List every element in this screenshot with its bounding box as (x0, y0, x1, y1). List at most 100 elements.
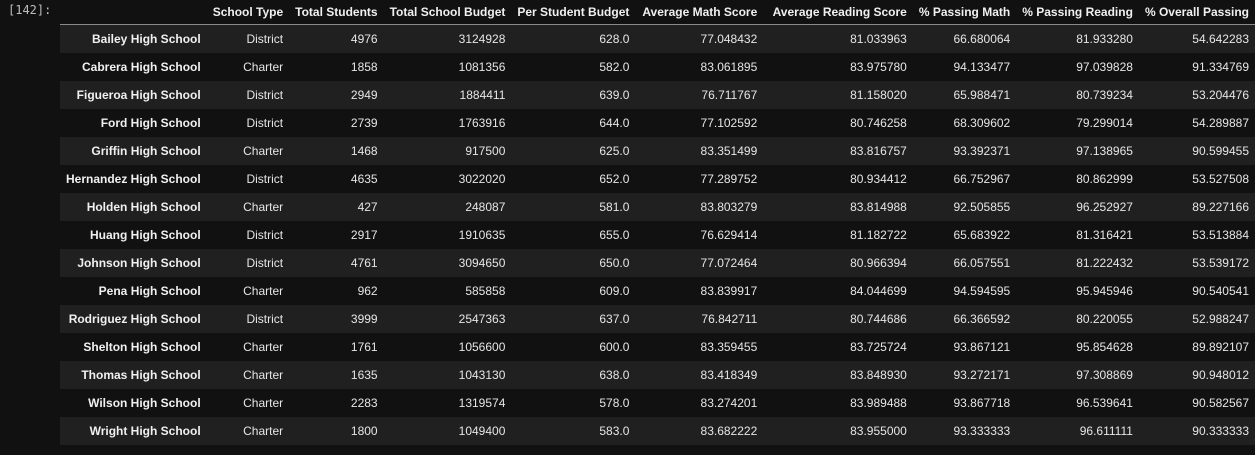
percent-passing-math-cell: 93.333333 (953, 424, 1011, 438)
percent-passing-math-cell: 66.366592 (953, 312, 1011, 326)
average-math-score-cell: 76.842711 (701, 312, 758, 326)
percent-passing-math-cell: 66.680064 (953, 32, 1011, 46)
header-row: School Type Total Students Total School Bu… (60, 0, 1255, 25)
average-math-score-cell: 76.629414 (700, 228, 758, 242)
school-type-cell: District (246, 116, 284, 130)
percent-passing-math-cell: 66.057551 (953, 256, 1011, 270)
total-students-cell: 1761 (350, 340, 378, 354)
total-school-budget-cell: 3124928 (458, 32, 506, 46)
average-math-score-cell: 83.682222 (700, 424, 758, 438)
school-name-index: Hernandez High School (66, 172, 201, 186)
table-row: Bailey High School District 4976 3124928 628… (60, 24, 1255, 53)
percent-passing-reading-cell: 97.308869 (1076, 368, 1133, 382)
average-reading-score-cell: 83.814988 (850, 200, 907, 214)
school-type-cell: District (246, 228, 284, 242)
percent-passing-reading-cell: 97.039828 (1076, 60, 1133, 74)
percent-overall-passing-cell: 90.948012 (1192, 368, 1249, 382)
per-student-budget-cell: 625.0 (599, 144, 630, 158)
per-student-budget-cell: 628.0 (599, 32, 630, 46)
percent-overall-passing-cell: 53.527508 (1192, 172, 1249, 186)
table-row: Figueroa High School District 2949 1884411 6… (60, 81, 1255, 109)
total-students-cell: 1635 (350, 368, 378, 382)
school-type-cell: District (246, 32, 284, 46)
average-math-score-cell: 83.061895 (700, 60, 758, 74)
percent-overall-passing-cell: 90.540541 (1192, 284, 1249, 298)
total-school-budget-cell: 3022020 (458, 172, 506, 186)
total-students-cell: 1800 (350, 424, 378, 438)
school-type-cell: Charter (243, 424, 284, 438)
total-students-cell: 4635 (350, 172, 378, 186)
table-row: Cabrera High School Charter 1858 1081356 582… (60, 53, 1255, 81)
dataframe-output: School Type Total Students Total School Bu… (60, 0, 1255, 445)
total-school-budget-cell: 1081356 (458, 60, 506, 74)
total-school-budget-cell: 3094650 (458, 256, 506, 270)
school-type-cell: Charter (243, 200, 284, 214)
school-type-header: School Type (206, 0, 290, 25)
total-students-cell: 962 (357, 284, 378, 298)
per-student-budget-header: Per Student Budget (511, 0, 636, 25)
average-math-score-cell: 77.048432 (700, 32, 758, 46)
table-row: Johnson High School District 4761 3094650 65… (60, 249, 1255, 277)
table-body: Bailey High School District 4976 3124928 628… (60, 24, 1255, 445)
school-name-index: Figueroa High School (76, 88, 201, 102)
total-students-cell: 427 (357, 200, 378, 214)
average-reading-score-cell: 83.816757 (850, 144, 907, 158)
total-students-cell: 3999 (350, 312, 378, 326)
school-type-cell: Charter (243, 340, 284, 354)
percent-passing-reading-cell: 96.539641 (1076, 396, 1133, 410)
total-school-budget-cell: 1043130 (458, 368, 506, 382)
table-row: Wright High School Charter 1800 1049400 583.… (60, 417, 1255, 445)
table-row: Ford High School District 2739 1763916 644.0… (60, 109, 1255, 137)
percent-passing-math-cell: 93.867718 (953, 396, 1011, 410)
percent-passing-reading-cell: 81.933280 (1076, 32, 1133, 46)
total-students-cell: 2283 (350, 396, 378, 410)
percent-passing-reading-cell: 96.252927 (1076, 200, 1133, 214)
average-reading-score-cell: 80.934412 (850, 172, 907, 186)
school-name-index: Wilson High School (88, 396, 201, 410)
percent-overall-passing-cell: 89.227166 (1192, 200, 1249, 214)
execution-count-prompt: [142]: (8, 3, 52, 17)
percent-passing-math-cell: 93.867121 (953, 340, 1011, 354)
per-student-budget-cell: 583.0 (599, 424, 630, 438)
table-row: Rodriguez High School District 3999 2547363… (60, 305, 1255, 333)
total-school-budget-cell: 2547363 (458, 312, 506, 326)
total-students-cell: 1468 (350, 144, 378, 158)
percent-passing-math-cell: 66.752967 (953, 172, 1011, 186)
school-name-index: Rodriguez High School (68, 312, 201, 326)
total-school-budget-cell: 1319574 (458, 396, 506, 410)
percent-overall-passing-cell: 52.988247 (1192, 312, 1249, 326)
percent-passing-reading-header: % Passing Reading (1016, 0, 1139, 25)
percent-passing-math-cell: 65.683922 (953, 228, 1011, 242)
table-row: Pena High School Charter 962 585858 609.0 83.… (60, 277, 1255, 305)
average-math-score-cell: 83.418349 (700, 368, 758, 382)
total-students-cell: 4761 (350, 256, 378, 270)
table-row: Holden High School Charter 427 248087 581.0 8… (60, 193, 1255, 221)
average-math-score-cell: 76.711767 (701, 88, 758, 102)
percent-passing-reading-cell: 81.222432 (1076, 256, 1133, 270)
total-school-budget-cell: 917500 (465, 144, 506, 158)
school-name-index: Bailey High School (92, 32, 201, 46)
average-reading-score-cell: 81.182722 (850, 228, 907, 242)
school-name-index: Griffin High School (91, 144, 201, 158)
school-type-cell: Charter (243, 368, 284, 382)
percent-passing-math-cell: 94.594595 (953, 284, 1011, 298)
average-math-score-cell: 83.351499 (700, 144, 758, 158)
school-type-cell: Charter (243, 60, 284, 74)
table-row: Hernandez High School District 4635 3022020… (60, 165, 1255, 193)
school-name-index: Holden High School (86, 200, 201, 214)
percent-passing-math-cell: 65.988471 (953, 88, 1011, 102)
per-student-budget-cell: 578.0 (599, 396, 630, 410)
percent-passing-reading-cell: 95.945946 (1076, 284, 1133, 298)
total-school-budget-header: Total School Budget (383, 0, 512, 25)
total-students-cell: 1858 (350, 60, 378, 74)
total-students-cell: 2739 (350, 116, 378, 130)
table-header: School Type Total Students Total School Bu… (60, 0, 1255, 25)
table-row: Griffin High School Charter 1468 917500 625.… (60, 137, 1255, 165)
percent-passing-reading-cell: 80.862999 (1076, 172, 1133, 186)
percent-overall-passing-cell: 90.333333 (1192, 424, 1249, 438)
average-reading-score-cell: 80.746258 (850, 116, 907, 130)
school-name-index: Shelton High School (83, 340, 201, 354)
percent-overall-passing-cell: 53.539172 (1192, 256, 1249, 270)
per-student-budget-cell: 637.0 (599, 312, 630, 326)
percent-passing-reading-cell: 96.611111 (1079, 424, 1133, 438)
